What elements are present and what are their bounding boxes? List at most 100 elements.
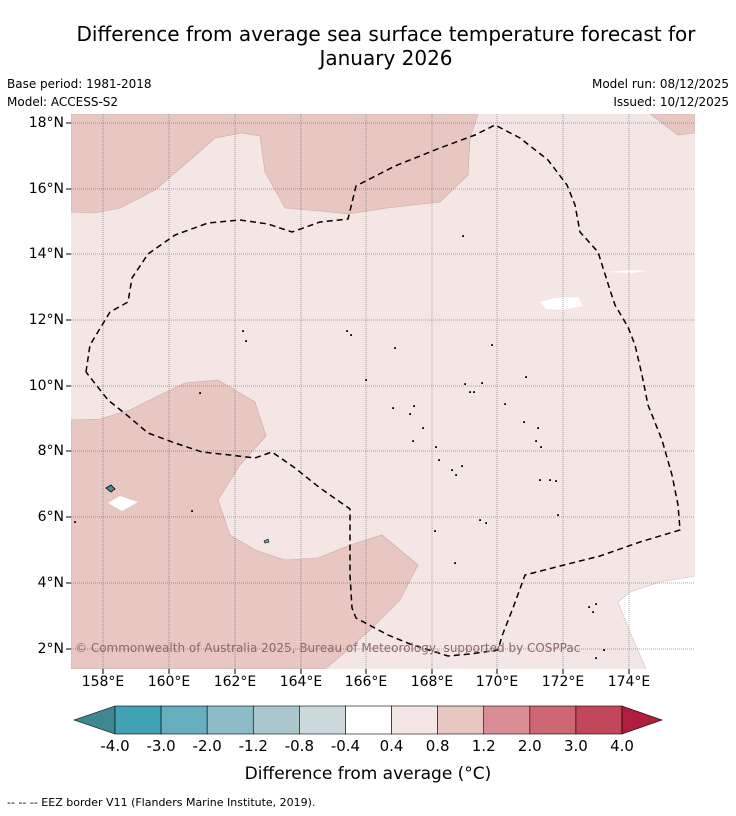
colorbar-segment	[529, 705, 577, 735]
base-period: Base period: 1981-2018	[7, 77, 152, 91]
atoll-markers	[74, 235, 605, 659]
atoll-dot	[481, 382, 483, 384]
atoll-dot	[394, 347, 396, 349]
atoll-dot	[485, 522, 487, 524]
atoll-dot	[464, 383, 466, 385]
atoll-dot	[479, 519, 481, 521]
atoll-dot	[346, 330, 348, 332]
latitude-label: 14°N	[28, 246, 64, 262]
island-kosrae	[263, 538, 270, 544]
latitude-label: 10°N	[28, 378, 64, 394]
latitude-label: 4°N	[37, 575, 64, 591]
island-pohnpei	[105, 484, 116, 493]
longitude-label: 160°E	[147, 674, 191, 690]
atoll-dot	[392, 407, 394, 409]
anomaly-region-southwest	[71, 379, 419, 669]
atoll-dot	[454, 562, 456, 564]
colorbar-tick-label: 3.0	[563, 737, 588, 755]
anomaly-gap-3	[108, 496, 138, 511]
colorbar-tick-label: 0.4	[379, 737, 404, 755]
colorbar-title: Difference from average (°C)	[244, 764, 492, 784]
colorbar-under-arrow	[73, 705, 116, 735]
colorbar-tick-label: -0.4	[330, 737, 361, 755]
atoll-dot	[435, 446, 437, 448]
atoll-dot	[199, 392, 201, 394]
longitude-label: 164°E	[279, 674, 323, 690]
latitude-label: 2°N	[37, 641, 64, 657]
atoll-dot	[365, 379, 367, 381]
atoll-dot	[549, 479, 551, 481]
colorbar-tick-label: -4.0	[100, 737, 130, 755]
atoll-dot	[242, 330, 244, 332]
longitude-label: 162°E	[213, 674, 257, 690]
atoll-dot	[592, 611, 594, 613]
latitude-label: 18°N	[28, 115, 64, 131]
eez-footnote: -- -- -- EEZ border V11 (Flanders Marine…	[7, 796, 316, 809]
longitude-label: 166°E	[344, 674, 388, 690]
atoll-dot	[523, 421, 525, 423]
atoll-dot	[455, 474, 457, 476]
atoll-dot	[462, 235, 464, 237]
atoll-dot	[588, 606, 590, 608]
atoll-dot	[434, 530, 436, 532]
atoll-dot	[409, 413, 411, 415]
latitude-label: 12°N	[28, 312, 64, 328]
atoll-dot	[74, 521, 76, 523]
atoll-dot	[451, 469, 453, 471]
colorbar-segment	[252, 705, 300, 735]
colorbar-tick-label: 1.2	[471, 737, 496, 755]
colorbar-segment	[206, 705, 254, 735]
longitude-label: 158°E	[81, 674, 125, 690]
anomaly-region-northeast	[649, 114, 695, 136]
copyright-notice: © Commonwealth of Australia 2025, Bureau…	[75, 641, 581, 655]
atoll-dot	[603, 649, 605, 651]
atoll-dot	[438, 459, 440, 461]
colorbar-tick-label: -3.0	[146, 737, 176, 755]
anomaly-gap-2	[607, 270, 648, 273]
atoll-dot	[555, 480, 557, 482]
longitude-label: 174°E	[607, 674, 651, 690]
atoll-dot	[539, 479, 541, 481]
colorbar-segment	[345, 705, 392, 735]
no-data-area	[618, 576, 695, 669]
model-run: Model run: 08/12/2025	[591, 77, 729, 91]
atoll-dot	[191, 510, 193, 512]
colorbar-tick-label: -2.0	[192, 737, 222, 755]
colorbar-tick-label: -1.2	[238, 737, 268, 755]
latitude-label: 16°N	[28, 181, 64, 197]
colorbar-over-arrow	[621, 705, 663, 735]
atoll-dot	[422, 427, 424, 429]
longitude-label: 172°E	[541, 674, 585, 690]
colorbar-tick-label: 0.8	[425, 737, 450, 755]
title-line-2: January 2026	[319, 46, 453, 70]
colorbar-tick-label: 4.0	[610, 737, 634, 755]
colorbar	[73, 705, 663, 735]
atoll-dot	[491, 344, 493, 346]
meta-right: Model run: 08/12/2025 Issued: 10/12/2025	[592, 75, 729, 111]
colorbar-tick-label: -0.8	[284, 737, 314, 755]
map-title: Difference from average sea surface temp…	[0, 22, 736, 70]
atoll-dot	[595, 657, 597, 659]
atoll-dot	[540, 446, 542, 448]
longitude-label: 170°E	[475, 674, 519, 690]
colorbar-segment	[160, 705, 208, 735]
eez-border	[85, 124, 681, 657]
graticule	[66, 114, 695, 674]
longitude-label: 168°E	[410, 674, 454, 690]
atoll-dot	[469, 391, 471, 393]
atoll-dot	[595, 603, 597, 605]
colorbar-tick-label: 2.0	[517, 737, 542, 755]
atoll-dot	[525, 376, 527, 378]
meta-left: Base period: 1981-2018 Model: ACCESS-S2	[7, 75, 152, 111]
anomaly-region-northwest	[71, 114, 479, 215]
anomaly-gap-1	[540, 297, 583, 310]
atoll-dot	[557, 514, 559, 516]
atoll-dot	[535, 440, 537, 442]
sst-anomaly-field	[71, 114, 695, 669]
no-data-edge	[617, 575, 695, 669]
atoll-dot	[504, 403, 506, 405]
title-line-1: Difference from average sea surface temp…	[76, 22, 696, 46]
colorbar-segment	[483, 705, 531, 735]
issued-date: Issued: 10/12/2025	[613, 95, 729, 109]
